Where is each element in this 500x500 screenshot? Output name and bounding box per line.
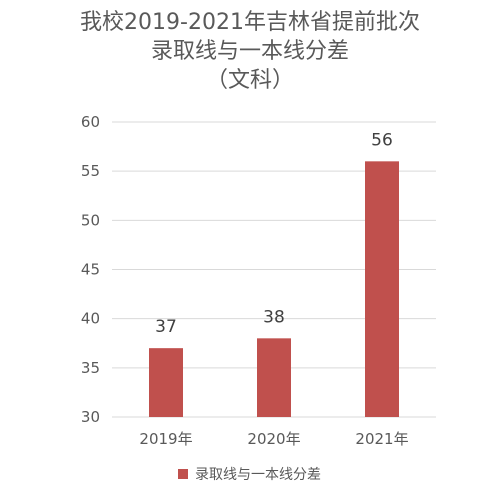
data-label: 38: [263, 307, 285, 327]
bar: [257, 338, 291, 417]
x-tick-label: 2021年: [355, 430, 408, 448]
y-tick-label: 55: [81, 162, 100, 180]
chart-title-line-2: 录取线与一本线分差: [150, 39, 349, 64]
chart-title: 我校2019-2021年吉林省提前批次 录取线与一本线分差 （文科）: [0, 8, 500, 95]
data-label: 56: [371, 130, 393, 150]
y-tick-label: 35: [81, 359, 100, 377]
legend-swatch: [178, 469, 188, 479]
bar: [365, 161, 399, 417]
y-tick-label: 40: [81, 310, 100, 328]
data-label: 37: [155, 317, 177, 337]
bar: [149, 348, 183, 417]
x-tick-label: 2019年: [139, 430, 192, 448]
y-tick-label: 30: [81, 408, 100, 426]
chart-title-line-3: （文科）: [205, 68, 294, 93]
y-tick-label: 60: [81, 113, 100, 131]
y-tick-label: 45: [81, 261, 100, 279]
legend-label: 录取线与一本线分差: [195, 467, 321, 483]
y-tick-label: 50: [81, 211, 100, 229]
x-tick-label: 2020年: [247, 430, 300, 448]
chart-title-line-1: 我校2019-2021年吉林省提前批次: [80, 10, 420, 35]
